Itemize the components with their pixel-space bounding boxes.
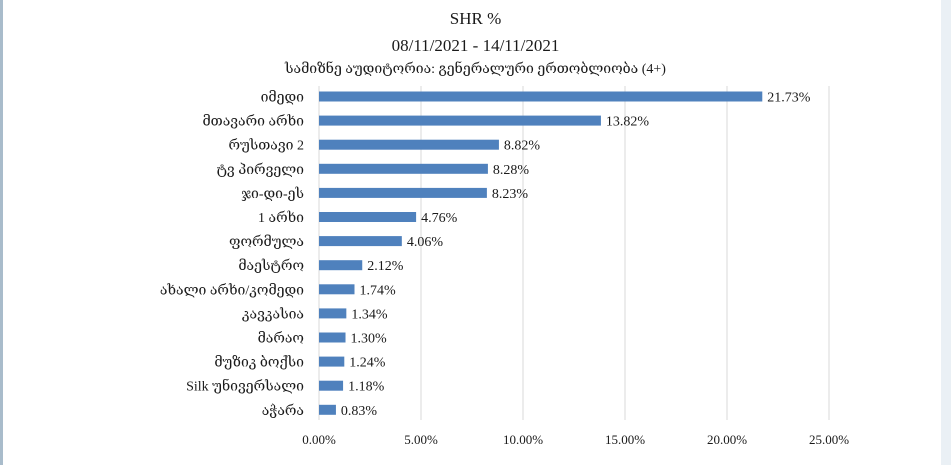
x-tick-label: 10.00% — [503, 432, 543, 447]
category-label: მაესტრო — [238, 257, 304, 274]
chart-date-range: 08/11/2021 - 14/11/2021 — [391, 36, 560, 55]
value-label: 1.30% — [351, 332, 388, 347]
right-border-strip — [941, 0, 951, 465]
category-label: კავკასია — [242, 305, 304, 322]
value-label: 8.82% — [504, 139, 540, 154]
bar — [319, 115, 601, 126]
bar — [319, 404, 336, 415]
x-tick-label: 25.00% — [809, 432, 849, 447]
category-label: Silk უნივერსალი — [186, 377, 304, 395]
chart-frame — [3, 0, 941, 465]
value-label: 8.23% — [492, 187, 528, 202]
category-label: აჭარა — [262, 402, 304, 419]
category-label: ფორმულა — [229, 233, 304, 250]
category-label: ჯი-დი-ეს — [241, 185, 304, 202]
bar — [319, 332, 346, 343]
bar — [319, 308, 347, 319]
value-label: 1.18% — [348, 380, 385, 395]
category-label: მარაო — [258, 330, 304, 347]
category-label: იმედი — [261, 89, 305, 106]
bar — [319, 284, 355, 295]
value-label: 0.83% — [341, 404, 378, 419]
category-label: ახალი არხი/კომედი — [160, 281, 304, 298]
x-tick-label: 5.00% — [404, 432, 438, 447]
bar — [319, 139, 499, 150]
x-tick-labels: 0.00% 5.00% 10.00% 15.00% 20.00% 25.00% — [302, 432, 849, 447]
chart-title: SHR % — [449, 9, 502, 28]
value-label: 1.24% — [349, 356, 386, 371]
category-label: რუსთავი 2 — [228, 137, 304, 154]
gridlines — [318, 86, 830, 420]
value-label: 8.28% — [493, 163, 530, 178]
category-label: ტვ პირველი — [216, 161, 304, 178]
bar — [319, 380, 344, 391]
value-label: 2.12% — [367, 259, 404, 274]
value-label: 1.74% — [359, 283, 396, 298]
category-label: მთავარი არხი — [202, 113, 304, 130]
x-tick-label: 15.00% — [605, 432, 645, 447]
x-tick-label: 20.00% — [707, 432, 747, 447]
bar — [319, 91, 763, 102]
category-label: მუზიკ ბოქსი — [214, 354, 304, 371]
x-tick-label: 0.00% — [302, 432, 336, 447]
category-label: 1 არხი — [258, 209, 304, 226]
bars — [319, 91, 763, 415]
value-labels: 21.73% 13.82% 8.82% 8.28% 8.23% 4.76% 4.06%2.1… — [341, 91, 811, 419]
bar — [319, 260, 363, 271]
bar — [319, 212, 417, 222]
value-label: 1.34% — [351, 307, 388, 322]
bar — [319, 356, 345, 367]
value-label: 13.82% — [606, 115, 650, 130]
value-label: 21.73% — [767, 91, 811, 106]
left-border-strip — [0, 0, 3, 465]
category-labels: იმედი მთავარი არხი რუსთავი 2 ტვ პირველი ჯი-დ… — [160, 89, 304, 419]
bar — [319, 163, 488, 174]
chart-subtitle: სამიზნე აუდიტორია: გენერალური ერთობლიობა… — [285, 62, 666, 77]
value-label: 4.06% — [407, 235, 444, 250]
bar — [319, 236, 402, 247]
value-label: 4.76% — [421, 211, 458, 226]
bar — [319, 187, 487, 198]
